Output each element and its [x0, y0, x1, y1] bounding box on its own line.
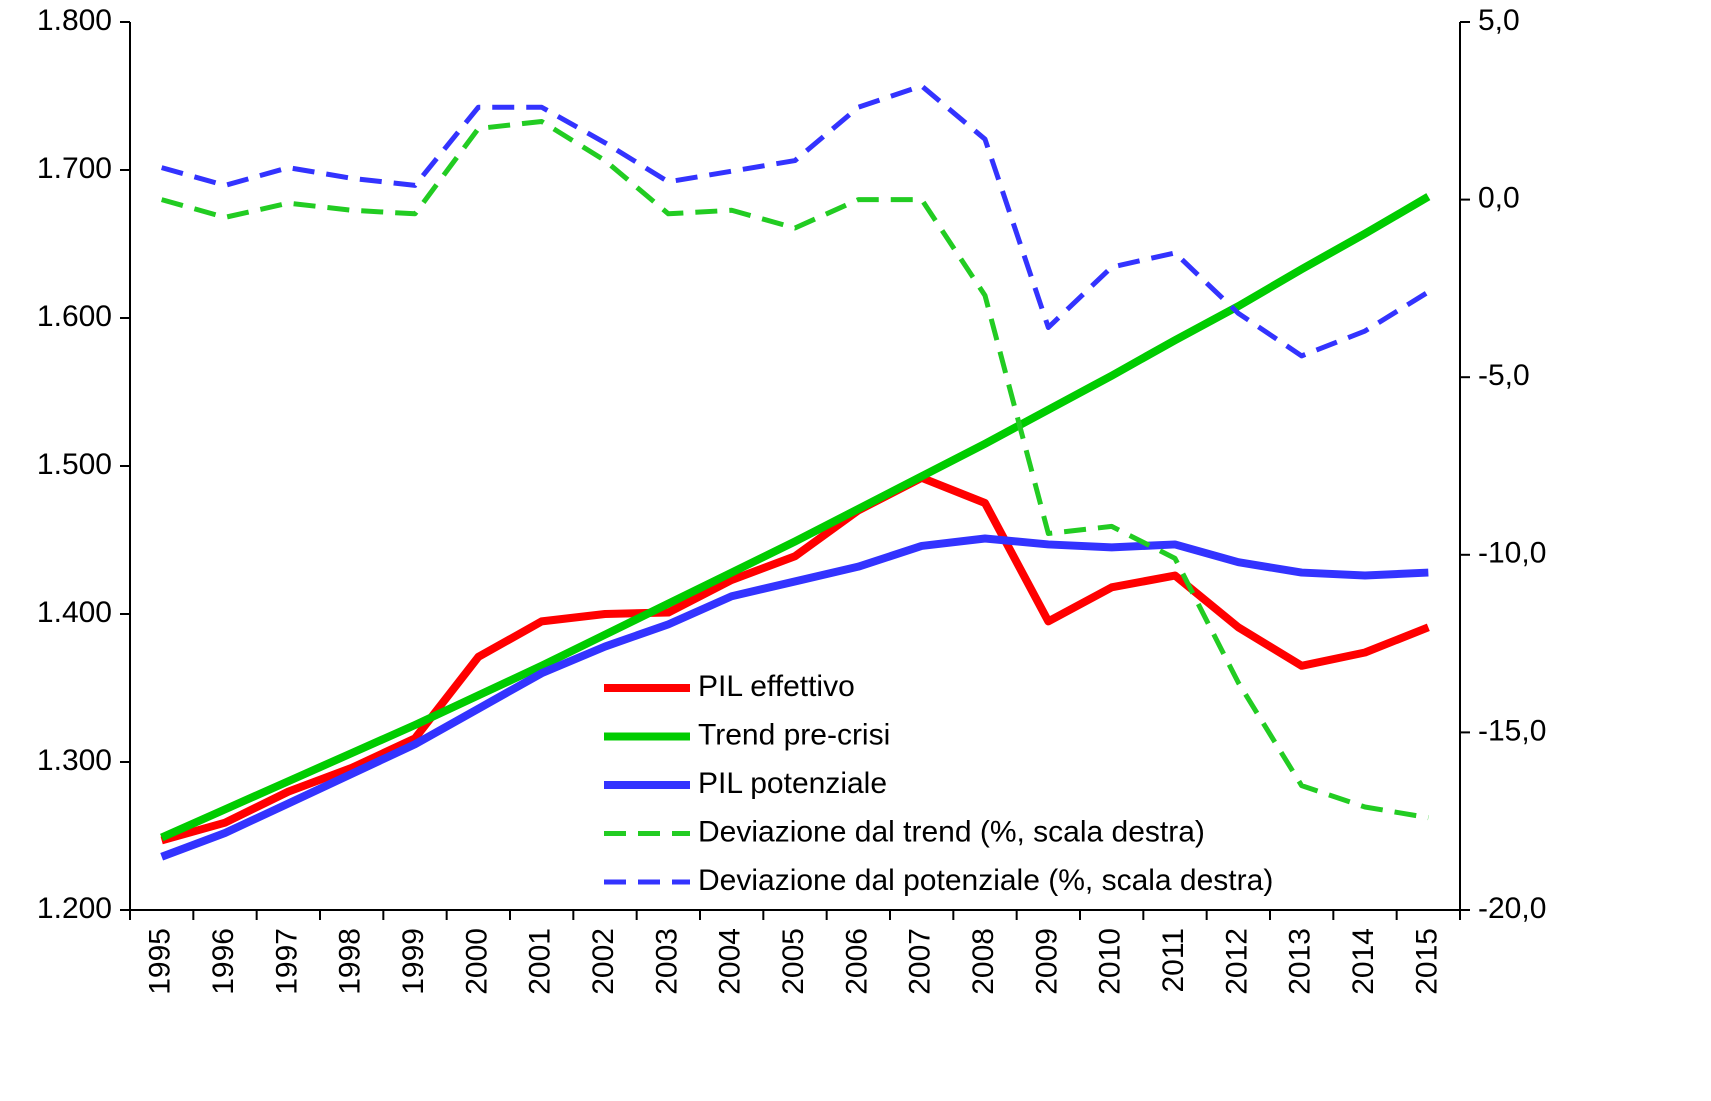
series-line [160, 534, 1429, 861]
y-tick-label: 1.500 [37, 448, 112, 481]
x-tick-label: 1996 [207, 928, 240, 995]
y-tick-label: 1.300 [37, 744, 112, 777]
x-tick-label: 1999 [397, 928, 430, 995]
y-tick-label: 1.400 [37, 596, 112, 629]
y2-tick-label: -15,0 [1478, 714, 1546, 747]
x-tick-label: 2004 [714, 928, 747, 995]
x-tick-label: 2010 [1094, 928, 1127, 995]
x-tick-label: 2000 [460, 928, 493, 995]
x-tick-label: 2009 [1030, 928, 1063, 995]
y-tick-label: 1.200 [37, 892, 112, 925]
x-tick-label: 2012 [1220, 928, 1253, 995]
x-tick-label: 2006 [840, 928, 873, 995]
y-tick-label: 1.600 [37, 300, 112, 333]
y-tick-label: 1.800 [37, 4, 112, 37]
legend-label: Deviazione dal trend (%, scala destra) [698, 815, 1205, 848]
series-line [160, 193, 1431, 842]
x-tick-label: 2011 [1157, 928, 1190, 993]
y-tick-label: 1.700 [37, 152, 112, 185]
series-line [160, 83, 1430, 359]
x-tick-label: 1995 [144, 928, 177, 995]
legend-label: Deviazione dal potenziale (%, scala dest… [698, 864, 1273, 897]
x-tick-label: 2013 [1284, 928, 1317, 995]
x-tick-label: 1997 [270, 928, 303, 995]
y2-tick-label: -10,0 [1478, 537, 1546, 570]
x-tick-label: 2002 [587, 928, 620, 995]
x-tick-label: 2015 [1410, 928, 1443, 995]
y2-tick-label: -20,0 [1478, 892, 1546, 925]
legend-label: PIL potenziale [698, 767, 887, 800]
y2-tick-label: 0,0 [1478, 182, 1520, 215]
x-tick-label: 2001 [524, 928, 557, 995]
y2-tick-label: 5,0 [1478, 4, 1520, 37]
legend-label: PIL effettivo [698, 670, 855, 703]
legend-label: Trend pre-crisi [698, 718, 890, 751]
series-line [160, 118, 1429, 821]
x-tick-label: 2014 [1347, 928, 1380, 995]
x-tick-label: 2003 [650, 928, 683, 995]
series-line [160, 473, 1430, 845]
x-tick-label: 1998 [334, 928, 367, 995]
x-tick-label: 2008 [967, 928, 1000, 995]
x-tick-label: 2007 [904, 928, 937, 995]
y2-tick-label: -5,0 [1478, 359, 1530, 392]
x-tick-label: 2005 [777, 928, 810, 995]
